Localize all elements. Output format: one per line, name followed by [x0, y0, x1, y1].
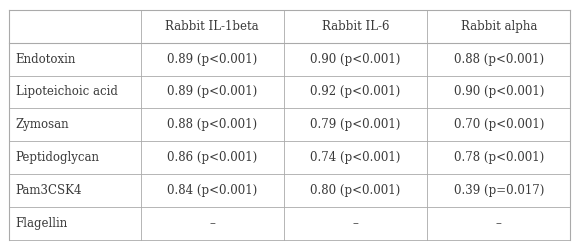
- Text: 0.80 (p<0.001): 0.80 (p<0.001): [310, 184, 401, 197]
- Text: Rabbit IL-1beta: Rabbit IL-1beta: [166, 20, 259, 33]
- Text: Zymosan: Zymosan: [16, 118, 69, 131]
- Text: 0.90 (p<0.001): 0.90 (p<0.001): [453, 85, 544, 98]
- Text: –: –: [210, 217, 215, 230]
- Text: 0.70 (p<0.001): 0.70 (p<0.001): [453, 118, 544, 131]
- Text: Pam3CSK4: Pam3CSK4: [16, 184, 82, 197]
- Text: 0.89 (p<0.001): 0.89 (p<0.001): [167, 85, 258, 98]
- Text: 0.88 (p<0.001): 0.88 (p<0.001): [453, 53, 544, 66]
- Text: 0.88 (p<0.001): 0.88 (p<0.001): [167, 118, 257, 131]
- Text: –: –: [353, 217, 358, 230]
- Text: 0.39 (p=0.017): 0.39 (p=0.017): [453, 184, 544, 197]
- Text: Endotoxin: Endotoxin: [16, 53, 76, 66]
- Text: Rabbit IL-6: Rabbit IL-6: [322, 20, 389, 33]
- Text: –: –: [496, 217, 501, 230]
- Text: 0.92 (p<0.001): 0.92 (p<0.001): [310, 85, 401, 98]
- Text: 0.84 (p<0.001): 0.84 (p<0.001): [167, 184, 258, 197]
- Text: Peptidoglycan: Peptidoglycan: [16, 151, 100, 164]
- Text: 0.86 (p<0.001): 0.86 (p<0.001): [167, 151, 258, 164]
- Text: 0.79 (p<0.001): 0.79 (p<0.001): [310, 118, 401, 131]
- Text: 0.89 (p<0.001): 0.89 (p<0.001): [167, 53, 258, 66]
- Text: 0.90 (p<0.001): 0.90 (p<0.001): [310, 53, 401, 66]
- Text: 0.74 (p<0.001): 0.74 (p<0.001): [310, 151, 401, 164]
- Text: 0.78 (p<0.001): 0.78 (p<0.001): [453, 151, 544, 164]
- Text: Flagellin: Flagellin: [16, 217, 68, 230]
- Text: Rabbit alpha: Rabbit alpha: [460, 20, 537, 33]
- Text: Lipoteichoic acid: Lipoteichoic acid: [16, 85, 118, 98]
